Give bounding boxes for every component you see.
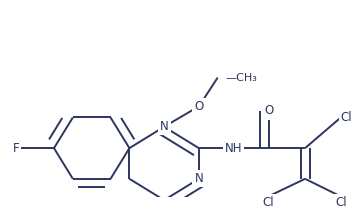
Text: Cl: Cl <box>262 196 274 210</box>
Text: F: F <box>13 142 19 155</box>
Text: O: O <box>194 100 203 113</box>
Text: —CH₃: —CH₃ <box>226 73 258 83</box>
Text: NH: NH <box>225 142 242 155</box>
Text: N: N <box>160 120 169 133</box>
Text: Cl: Cl <box>335 196 347 210</box>
Text: N: N <box>194 172 203 185</box>
Text: Cl: Cl <box>341 111 352 124</box>
Text: O: O <box>265 104 274 118</box>
